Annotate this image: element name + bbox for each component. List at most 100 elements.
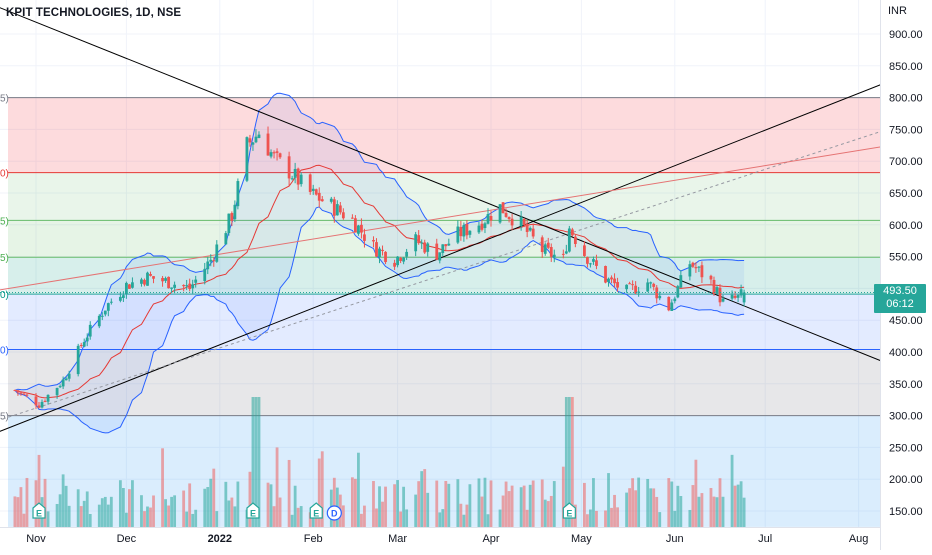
volume-bar (103, 496, 107, 527)
volume-bar (206, 487, 210, 527)
volume-bar (607, 473, 610, 527)
volume-bar (170, 496, 173, 527)
volume-bar (188, 483, 192, 527)
volume-bar (109, 496, 113, 527)
candle-body (106, 303, 110, 311)
event-marker-label: E (250, 509, 256, 519)
x-tick-label: Feb (304, 533, 323, 545)
candle-body (543, 244, 547, 254)
volume-bar (592, 478, 595, 527)
candle-body (161, 277, 164, 282)
candle-body (549, 247, 553, 257)
candle-body (679, 275, 683, 288)
candle-body (676, 286, 680, 298)
candle-body (522, 218, 526, 225)
candle-body (459, 226, 463, 237)
volume-bar (149, 507, 152, 527)
candle-body (420, 242, 424, 244)
earnings-marker-shape (562, 502, 576, 519)
volume-bar (393, 484, 396, 527)
candle-body (173, 284, 177, 288)
volume-bar (61, 474, 65, 527)
candle-body (215, 244, 219, 262)
candle-body (462, 225, 466, 237)
candle-body (194, 279, 198, 283)
candle-body (673, 298, 677, 302)
candle-body (372, 239, 375, 242)
candle-body (308, 174, 312, 192)
fib-level-label: 0) (0, 290, 9, 301)
volume-bar (417, 481, 421, 527)
volume-bar (230, 497, 234, 527)
currency-label: INR (888, 5, 907, 17)
y-tick-label: 350.00 (889, 379, 923, 391)
volume-bar (128, 489, 131, 527)
candle-body (269, 152, 273, 157)
volume-bar (468, 484, 472, 527)
x-tick-label: May (571, 533, 592, 545)
volume-bar (293, 485, 297, 527)
candle-body (712, 279, 716, 294)
volume-bar (637, 477, 641, 527)
x-tick-label: 2022 (208, 533, 232, 545)
price-axis-bg (880, 0, 932, 550)
candle-body (64, 378, 68, 381)
volume-bar (480, 496, 484, 527)
volume-bar (58, 494, 62, 527)
y-tick-label: 550.00 (889, 252, 923, 264)
candle-body (417, 235, 421, 244)
x-tick-label: Mar (388, 533, 407, 545)
volume-bar (212, 468, 216, 527)
candle-body (299, 174, 303, 185)
candle-body (311, 188, 315, 191)
candle-body (718, 287, 722, 303)
volume-bar (540, 479, 544, 527)
event-marker[interactable]: E (32, 502, 46, 519)
volume-bar (435, 480, 439, 527)
volume-bar (16, 497, 20, 527)
candle-body (486, 214, 490, 224)
volume-bar (519, 487, 523, 527)
candle-body (504, 212, 508, 217)
volume-bar (236, 481, 240, 527)
y-tick-label: 600.00 (889, 220, 923, 232)
candle-body (631, 284, 635, 286)
event-marker[interactable]: D (326, 505, 342, 521)
volume-bar (161, 448, 164, 527)
candle-body (164, 278, 167, 281)
fib-zone (8, 294, 880, 350)
volume-bar (462, 514, 466, 527)
volume-bar (477, 478, 481, 527)
candle-body (272, 152, 276, 154)
candle-body (287, 156, 291, 179)
candle-body (399, 257, 403, 261)
trendline-dashed (0, 131, 880, 421)
volume-bar (549, 495, 553, 527)
volume-bar (314, 514, 318, 527)
candle-body (275, 151, 279, 153)
candle-body (61, 379, 65, 387)
candle-body (185, 285, 189, 287)
y-tick-label: 300.00 (889, 411, 923, 423)
event-marker[interactable]: E (309, 502, 323, 519)
volume-bar (628, 488, 632, 527)
volume-bar (224, 481, 228, 527)
volume-bar (357, 452, 360, 527)
candle-body (43, 400, 47, 402)
chart-title: KPIT TECHNOLOGIES, 1D, NSE (6, 7, 182, 19)
event-marker[interactable]: E (562, 502, 576, 519)
candle-body (290, 178, 294, 180)
candle-body (46, 394, 50, 402)
volume-bar (697, 496, 701, 527)
event-marker[interactable]: E (246, 502, 260, 519)
volume-bar (19, 487, 23, 527)
candle-body (354, 218, 357, 233)
candle-body (607, 278, 610, 283)
candle-body (721, 298, 725, 302)
volume-bar (299, 506, 303, 527)
candle-body (637, 291, 641, 293)
volume-bar (583, 482, 586, 527)
event-marker-label: E (313, 509, 319, 519)
